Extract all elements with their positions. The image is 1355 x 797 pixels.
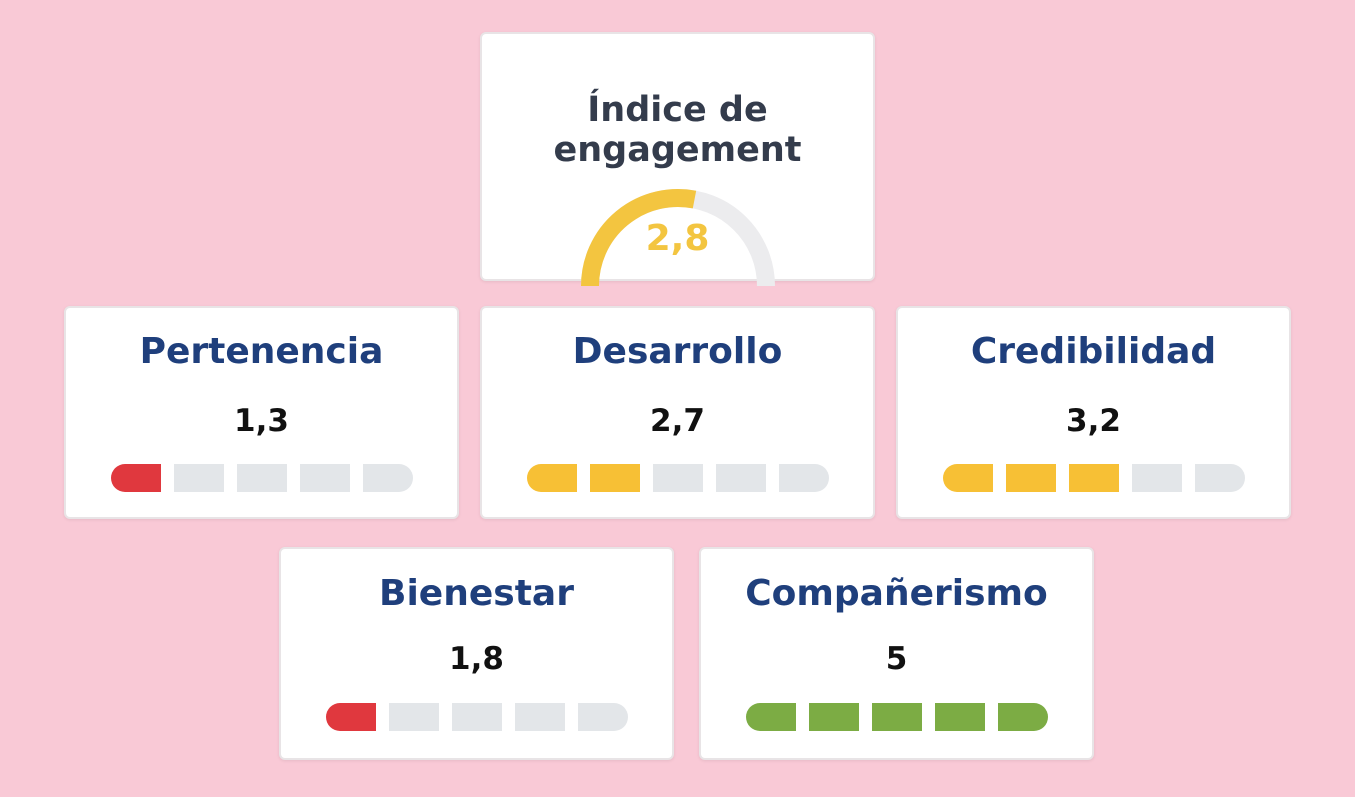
gauge-fill — [581, 189, 697, 287]
rating-segment-filled — [871, 703, 922, 731]
rating-segment-empty — [652, 464, 703, 492]
engagement-gauge — [581, 189, 775, 287]
metric-rating-bar — [898, 464, 1289, 492]
rating-segment-filled — [526, 464, 577, 492]
engagement-title-line2: engagement — [553, 130, 802, 170]
metric-title: Compañerismo — [745, 573, 1048, 614]
metric-rating-bar — [281, 703, 672, 731]
rating-segment-filled — [1068, 464, 1119, 492]
rating-segment-filled — [110, 464, 161, 492]
metric-value: 1,3 — [234, 403, 289, 439]
metric-card-desarrollo: Desarrollo 2,7 — [480, 306, 875, 519]
metric-title: Pertenencia — [139, 331, 384, 372]
metric-rating-bar — [66, 464, 457, 492]
rating-segment-empty — [514, 703, 565, 731]
metric-card-credibilidad: Credibilidad 3,2 — [896, 306, 1291, 519]
rating-segment-empty — [362, 464, 413, 492]
metric-title: Credibilidad — [970, 331, 1217, 372]
engagement-card: Índice de engagement 2,8 — [480, 32, 875, 287]
rating-segment-filled — [997, 703, 1048, 731]
engagement-value: 2,8 — [645, 218, 710, 259]
rating-segment-filled — [589, 464, 640, 492]
rating-segment-empty — [577, 703, 628, 731]
rating-segment-empty — [778, 464, 829, 492]
metric-value: 2,7 — [650, 403, 705, 439]
metric-rating-bar — [482, 464, 873, 492]
metric-card-pertenencia: Pertenencia 1,3 — [64, 306, 459, 519]
metric-value: 5 — [885, 641, 908, 677]
metric-title: Bienestar — [379, 573, 574, 614]
rating-segment-empty — [173, 464, 224, 492]
rating-segment-filled — [325, 703, 376, 731]
rating-segment-empty — [1131, 464, 1182, 492]
rating-segment-empty — [236, 464, 287, 492]
metric-card-bienestar: Bienestar 1,8 — [279, 547, 674, 760]
rating-segment-filled — [934, 703, 985, 731]
rating-segment-empty — [299, 464, 350, 492]
metric-value: 3,2 — [1066, 403, 1121, 439]
rating-segment-empty — [388, 703, 439, 731]
rating-segment-filled — [745, 703, 796, 731]
metric-rating-bar — [701, 703, 1092, 731]
rating-segment-filled — [942, 464, 993, 492]
rating-segment-empty — [451, 703, 502, 731]
metric-value: 1,8 — [449, 641, 504, 677]
rating-segment-empty — [1194, 464, 1245, 492]
engagement-title-line1: Índice de — [587, 90, 768, 130]
metric-title: Desarrollo — [572, 331, 783, 372]
engagement-title: Índice de engagement — [482, 90, 873, 170]
rating-segment-filled — [808, 703, 859, 731]
rating-segment-filled — [1005, 464, 1056, 492]
rating-segment-empty — [715, 464, 766, 492]
metric-card-companerismo: Compañerismo 5 — [699, 547, 1094, 760]
